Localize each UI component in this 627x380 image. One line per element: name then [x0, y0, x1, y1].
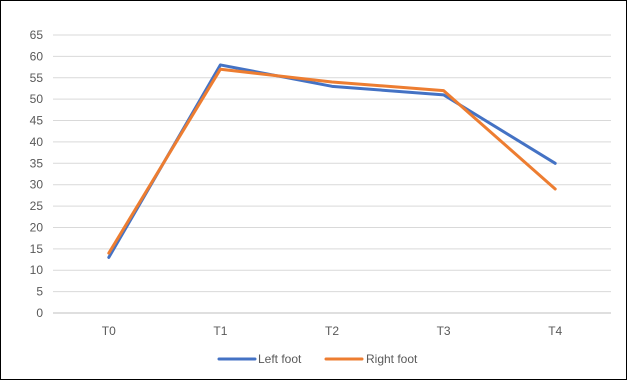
x-tick-label-t1: T1: [213, 324, 227, 338]
legend-label-right-foot: Right foot: [366, 352, 418, 366]
legend-label-left-foot: Left foot: [258, 352, 302, 366]
x-tick-label-t2: T2: [325, 324, 339, 338]
y-tick-label-65: 65: [30, 28, 44, 42]
x-tick-label-t0: T0: [102, 324, 116, 338]
series-line-left-foot: [107, 63, 557, 259]
series-line-right-foot: [107, 67, 557, 255]
y-tick-label-60: 60: [30, 49, 44, 63]
y-tick-label-0: 0: [36, 306, 43, 320]
y-tick-label-20: 20: [30, 220, 44, 234]
y-tick-label-10: 10: [30, 263, 44, 277]
y-tick-label-5: 5: [36, 285, 43, 299]
y-tick-label-55: 55: [30, 71, 44, 85]
y-tick-label-15: 15: [30, 242, 44, 256]
y-tick-label-45: 45: [30, 114, 44, 128]
gridlines: [53, 34, 611, 314]
series-lines: [107, 63, 557, 259]
y-tick-label-35: 35: [30, 156, 44, 170]
x-axis-tick-labels: T0 T1 T2 T3 T4: [102, 324, 563, 338]
y-tick-label-25: 25: [30, 199, 44, 213]
y-tick-label-40: 40: [30, 135, 44, 149]
x-tick-label-t3: T3: [437, 324, 451, 338]
y-tick-label-30: 30: [30, 178, 44, 192]
x-tick-label-t4: T4: [548, 324, 562, 338]
y-axis-tick-labels: 0 5 10 15 20 25 30 35 40 45 50 55 60 65: [30, 28, 44, 320]
y-tick-label-50: 50: [30, 92, 44, 106]
legend: Left foot Right foot: [217, 352, 418, 366]
